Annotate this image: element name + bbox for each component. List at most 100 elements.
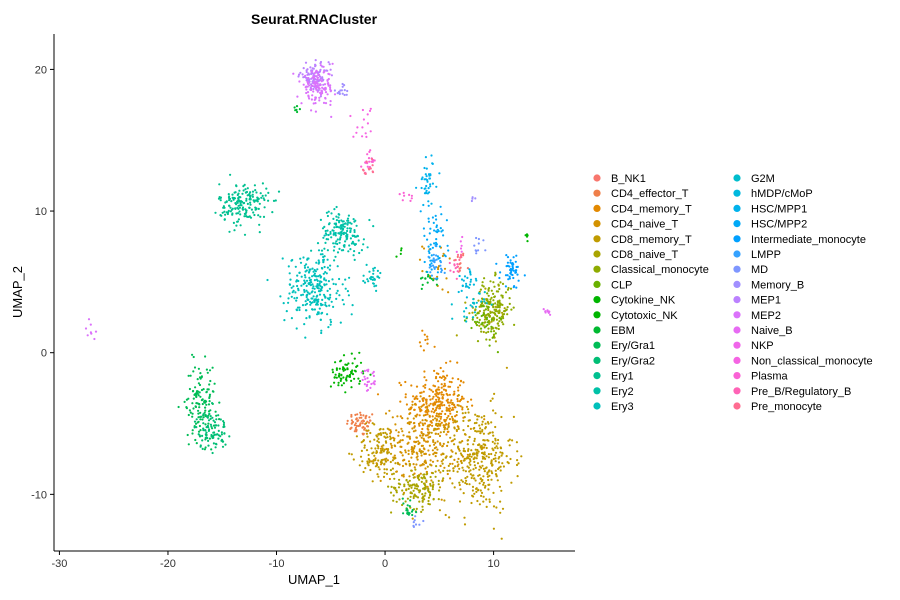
data-point (249, 203, 252, 206)
data-point (319, 318, 322, 321)
legend-key (593, 402, 601, 410)
data-point (470, 449, 473, 452)
data-point (422, 203, 425, 207)
data-point (367, 429, 370, 432)
data-point (377, 447, 380, 450)
data-point (435, 451, 438, 455)
data-point (445, 409, 448, 412)
data-point (260, 196, 263, 199)
data-point (461, 466, 464, 469)
data-point (329, 86, 332, 89)
data-point (439, 464, 442, 467)
data-point (479, 327, 483, 330)
data-point (271, 211, 274, 214)
data-point (377, 475, 380, 478)
data-point (341, 368, 344, 371)
data-point (258, 202, 261, 205)
data-point (323, 225, 326, 228)
data-point (341, 283, 344, 286)
data-point (435, 254, 438, 257)
data-point (504, 285, 507, 288)
data-point (321, 227, 325, 230)
data-point (388, 477, 391, 481)
data-point (416, 413, 419, 416)
series-mep2 (84, 62, 337, 341)
data-point (453, 438, 456, 441)
data-point (288, 292, 291, 295)
legend-label: MEP1 (751, 295, 781, 307)
legend-item: B_NK1 (593, 173, 646, 185)
data-point (428, 395, 431, 398)
data-point (506, 256, 510, 259)
data-point (199, 411, 202, 414)
legend-item: MEP1 (733, 295, 781, 307)
data-point (430, 389, 433, 392)
data-point (498, 311, 501, 314)
data-point (314, 59, 317, 62)
data-point (318, 96, 321, 99)
data-point (317, 73, 320, 76)
data-point (432, 279, 435, 282)
data-point (87, 318, 91, 321)
data-point (197, 394, 200, 397)
data-point (445, 433, 448, 436)
data-point (457, 446, 460, 449)
data-point (408, 193, 411, 196)
data-point (407, 452, 410, 456)
data-point (378, 428, 381, 431)
data-point (214, 211, 217, 214)
data-point (425, 479, 428, 482)
data-point (444, 456, 448, 459)
data-point (429, 185, 432, 188)
series-ery2 (310, 205, 375, 262)
data-point (326, 266, 329, 269)
data-point (293, 106, 296, 109)
data-point (489, 399, 492, 402)
data-point (488, 344, 491, 347)
data-point (425, 440, 428, 443)
data-point (403, 485, 406, 488)
data-point (420, 186, 423, 190)
data-point (211, 366, 214, 369)
data-point (327, 326, 330, 329)
data-point (193, 420, 197, 423)
legend-item: NKP (733, 340, 774, 352)
data-point (492, 333, 496, 336)
data-point (191, 415, 194, 418)
data-point (291, 258, 294, 262)
data-point (462, 381, 465, 384)
data-point (467, 466, 470, 469)
legend-item: Ery2 (593, 386, 634, 398)
data-point (426, 338, 429, 341)
data-point (516, 475, 519, 478)
data-point (453, 458, 456, 461)
data-point (379, 271, 382, 275)
data-point (334, 373, 337, 376)
data-point (285, 310, 288, 313)
data-point (437, 386, 440, 389)
data-point (445, 423, 448, 426)
data-point (365, 389, 369, 392)
data-point (187, 413, 190, 417)
data-point (322, 83, 325, 86)
data-point (356, 235, 359, 238)
data-point (363, 369, 366, 372)
data-point (324, 229, 327, 233)
data-point (495, 445, 498, 448)
data-point (208, 437, 211, 440)
data-point (330, 212, 333, 215)
data-point (440, 267, 443, 270)
data-point (427, 217, 430, 220)
legend: B_NK1CD4_effector_TCD4_memory_TCD4_naive… (593, 173, 873, 413)
data-point (212, 419, 215, 422)
data-point (350, 453, 353, 456)
data-point (424, 477, 427, 480)
data-point (257, 214, 260, 217)
data-point (303, 266, 307, 269)
data-point (431, 488, 434, 491)
legend-key (593, 250, 601, 258)
data-point (473, 464, 476, 467)
data-point (361, 108, 364, 112)
data-point (436, 255, 439, 258)
data-point (316, 279, 319, 282)
